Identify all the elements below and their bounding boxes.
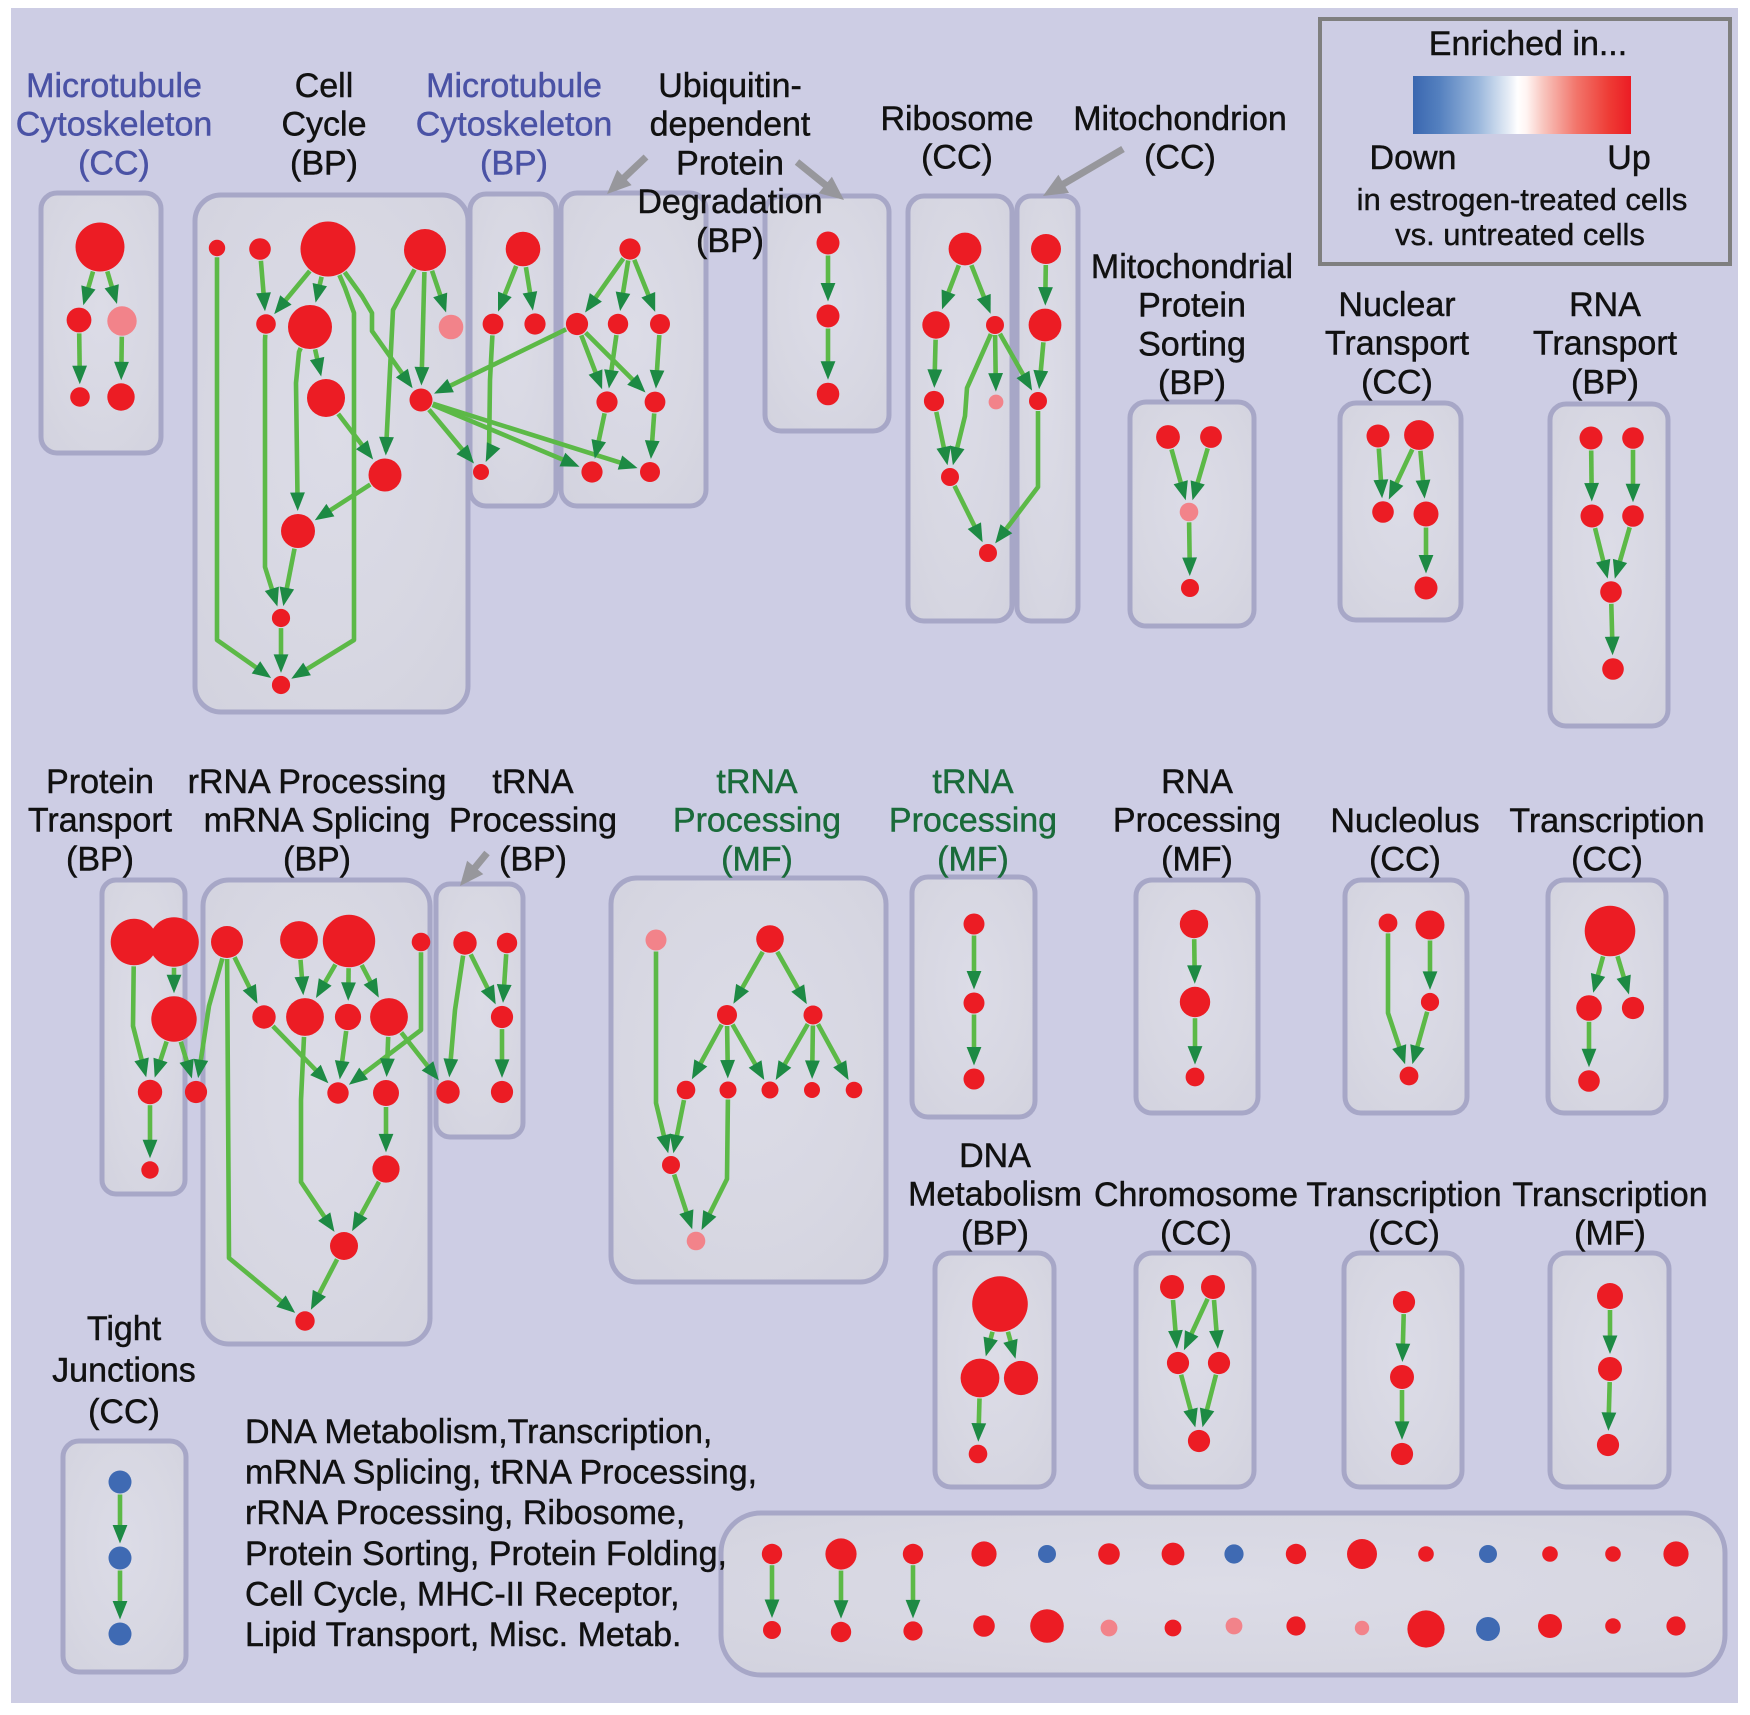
svg-text:Processing: Processing	[449, 802, 617, 840]
svg-text:Microtubule: Microtubule	[426, 67, 602, 105]
svg-text:(BP): (BP)	[961, 1214, 1029, 1252]
svg-text:Ribosome: Ribosome	[880, 100, 1033, 138]
svg-text:(BP): (BP)	[499, 840, 567, 878]
svg-text:(MF): (MF)	[721, 840, 793, 878]
svg-text:rRNA Processing, Ribosome,: rRNA Processing, Ribosome,	[245, 1494, 685, 1532]
svg-text:Tight: Tight	[87, 1310, 162, 1348]
svg-text:Protein: Protein	[676, 144, 784, 182]
svg-text:Microtubule: Microtubule	[26, 67, 202, 105]
svg-text:(BP): (BP)	[480, 144, 548, 182]
svg-text:Transport: Transport	[1533, 325, 1678, 363]
svg-text:dependent: dependent	[650, 106, 811, 144]
svg-text:(BP): (BP)	[1571, 363, 1639, 401]
svg-text:(CC): (CC)	[78, 144, 150, 182]
svg-text:in estrogen-treated cells: in estrogen-treated cells	[1357, 182, 1688, 217]
svg-text:Transport: Transport	[28, 802, 173, 840]
svg-text:Up: Up	[1607, 139, 1650, 177]
svg-text:Mitochondrial: Mitochondrial	[1091, 248, 1293, 286]
svg-text:(CC): (CC)	[1368, 1215, 1440, 1253]
svg-text:tRNA: tRNA	[932, 763, 1014, 801]
svg-text:Nucleolus: Nucleolus	[1330, 802, 1479, 840]
svg-text:Junctions: Junctions	[52, 1352, 196, 1390]
svg-text:(MF): (MF)	[1574, 1215, 1646, 1253]
svg-text:(BP): (BP)	[696, 222, 764, 260]
svg-text:(MF): (MF)	[937, 840, 1009, 878]
svg-text:(CC): (CC)	[1361, 363, 1433, 401]
svg-text:Cell: Cell	[295, 67, 354, 105]
svg-text:Nuclear: Nuclear	[1338, 286, 1455, 324]
svg-text:Ubiquitin-: Ubiquitin-	[658, 67, 802, 105]
svg-text:Cycle: Cycle	[281, 106, 366, 144]
svg-text:Protein Sorting, Protein Foldi: Protein Sorting, Protein Folding,	[245, 1535, 727, 1573]
svg-text:(CC): (CC)	[1571, 841, 1643, 879]
svg-text:Transcription: Transcription	[1306, 1176, 1501, 1214]
svg-text:DNA: DNA	[959, 1137, 1031, 1175]
svg-text:Processing: Processing	[889, 802, 1057, 840]
svg-text:RNA: RNA	[1161, 763, 1233, 801]
svg-text:Processing: Processing	[673, 802, 841, 840]
svg-text:Sorting: Sorting	[1138, 325, 1246, 363]
svg-text:(CC): (CC)	[1369, 841, 1441, 879]
svg-text:(BP): (BP)	[283, 840, 351, 878]
svg-text:Protein: Protein	[1138, 287, 1246, 325]
svg-text:mRNA Splicing: mRNA Splicing	[204, 802, 431, 840]
svg-text:Metabolism: Metabolism	[908, 1176, 1082, 1214]
svg-text:(BP): (BP)	[1158, 364, 1226, 402]
svg-text:Transport: Transport	[1325, 325, 1470, 363]
svg-text:Chromosome: Chromosome	[1094, 1176, 1298, 1214]
svg-text:rRNA Processing: rRNA Processing	[188, 763, 447, 801]
svg-text:tRNA: tRNA	[492, 763, 574, 801]
svg-text:DNA Metabolism,Transcription,: DNA Metabolism,Transcription,	[245, 1413, 712, 1451]
svg-text:Enriched in...: Enriched in...	[1429, 25, 1627, 63]
svg-text:tRNA: tRNA	[716, 763, 798, 801]
svg-text:Protein: Protein	[46, 763, 154, 801]
svg-text:Cell Cycle, MHC-II Receptor,: Cell Cycle, MHC-II Receptor,	[245, 1575, 680, 1613]
svg-text:(CC): (CC)	[88, 1393, 160, 1431]
svg-text:Lipid Transport, Misc. Metab.: Lipid Transport, Misc. Metab.	[245, 1616, 682, 1654]
svg-text:(CC): (CC)	[921, 139, 993, 177]
svg-text:Down: Down	[1370, 139, 1457, 177]
svg-text:Transcription: Transcription	[1512, 1176, 1707, 1214]
svg-text:Transcription: Transcription	[1509, 802, 1704, 840]
svg-text:Processing: Processing	[1113, 802, 1281, 840]
svg-text:Degradation: Degradation	[637, 183, 822, 221]
svg-text:(MF): (MF)	[1161, 840, 1233, 878]
svg-text:RNA: RNA	[1569, 286, 1641, 324]
svg-text:Cytoskeleton: Cytoskeleton	[16, 106, 213, 144]
svg-text:Mitochondrion: Mitochondrion	[1073, 100, 1287, 138]
svg-text:(CC): (CC)	[1160, 1215, 1232, 1253]
svg-text:(BP): (BP)	[290, 144, 358, 182]
svg-text:(BP): (BP)	[66, 840, 134, 878]
svg-text:Cytoskeleton: Cytoskeleton	[416, 106, 613, 144]
svg-text:mRNA Splicing, tRNA Processing: mRNA Splicing, tRNA Processing,	[245, 1454, 757, 1492]
svg-text:(CC): (CC)	[1144, 139, 1216, 177]
svg-text:vs. untreated cells: vs. untreated cells	[1395, 217, 1645, 252]
